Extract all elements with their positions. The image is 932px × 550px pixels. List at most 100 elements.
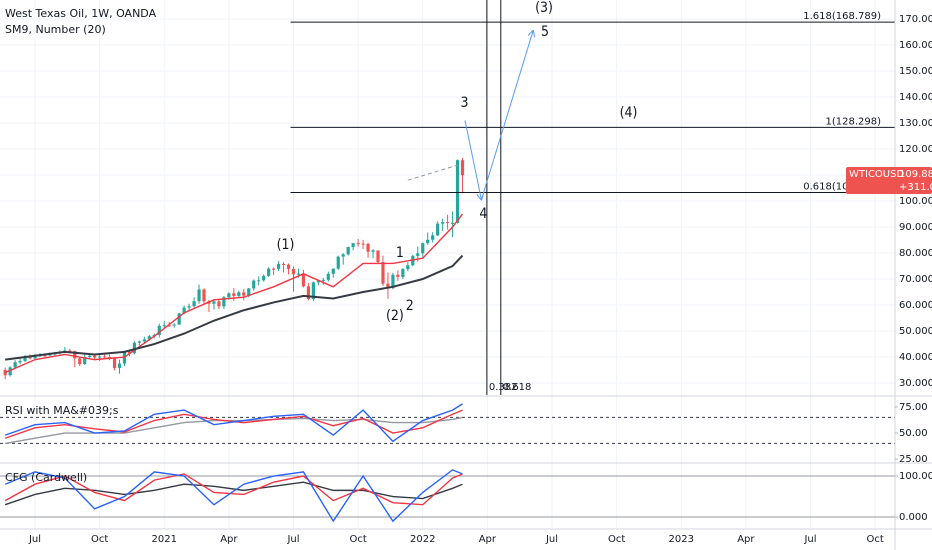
indicator-line: [4, 409, 463, 439]
candle-body: [281, 263, 286, 265]
candle-body: [43, 355, 47, 357]
y-tick-label: 60.000: [899, 300, 932, 311]
candle-body: [157, 325, 161, 335]
candle-body: [436, 223, 440, 236]
x-tick-label: Oct: [608, 534, 625, 545]
candle-body: [421, 243, 425, 254]
candle-body: [13, 362, 17, 368]
y-tick-label: 100.000: [899, 471, 932, 482]
x-tick-label: Oct: [91, 534, 108, 545]
candle-body: [316, 280, 320, 283]
moving-average: [5, 254, 464, 361]
wave-label: 5: [541, 24, 549, 40]
candle-body: [431, 235, 435, 240]
candle-body: [267, 268, 271, 276]
wave-label: 4: [479, 206, 487, 222]
candle-body: [18, 360, 22, 363]
candle-body: [68, 350, 72, 352]
candle-body: [127, 351, 132, 354]
candle-body: [455, 160, 460, 223]
candle-body: [386, 283, 390, 289]
candle-body: [376, 250, 380, 263]
pane-title: CFG (Cardwell): [5, 471, 87, 484]
candle-body: [361, 243, 365, 245]
candle-body: [341, 254, 345, 257]
candle-body: [237, 292, 241, 296]
y-tick-label: 130.000: [899, 118, 932, 129]
candle-body: [366, 243, 370, 252]
time-fib-label: 0.618: [503, 382, 532, 393]
candle-body: [202, 289, 206, 302]
x-tick-label: Jul: [28, 534, 41, 545]
x-tick-label: 2023: [669, 534, 694, 545]
candle-body: [371, 250, 375, 252]
candle-body: [222, 297, 226, 307]
projection-arrow: [464, 120, 481, 199]
fib-label: 0.618(103.269): [803, 182, 881, 193]
indicator-line: [4, 481, 463, 506]
chart-subtitle: SM9, Number (20): [5, 23, 106, 36]
price-value: 109.885: [899, 169, 932, 180]
x-tick-label: Jul: [286, 534, 299, 545]
x-tick-label: 2022: [410, 534, 435, 545]
candle-body: [147, 336, 151, 340]
candle-body: [182, 307, 186, 314]
x-tick-label: Apr: [479, 534, 497, 545]
price-badge: [846, 167, 932, 194]
candle-body: [93, 355, 97, 358]
candle-body: [117, 363, 122, 368]
candle-body: [291, 268, 296, 275]
candle-body: [88, 355, 92, 358]
price-change: +311.06%: [899, 182, 932, 193]
y-tick-label: 170.000: [899, 14, 932, 25]
x-tick-label: Jul: [803, 534, 816, 545]
candle-body: [137, 341, 141, 343]
y-tick-label: 120.000: [899, 144, 932, 155]
candle-body: [450, 222, 455, 224]
y-tick-label: 0.000: [899, 512, 928, 523]
candle-body: [23, 357, 27, 361]
candle-body: [331, 268, 335, 274]
candle-body: [217, 301, 221, 307]
candle-body: [177, 313, 181, 325]
x-tick-label: Jul: [545, 534, 558, 545]
y-tick-label: 140.000: [899, 92, 932, 103]
candle-body: [48, 354, 52, 356]
y-tick-label: 30.000: [899, 378, 932, 389]
candle-body: [172, 324, 176, 326]
y-tick-label: 150.000: [899, 66, 932, 77]
candle-body: [112, 358, 117, 368]
grid: [0, 0, 895, 528]
candle-body: [262, 275, 266, 281]
x-tick-label: Apr: [220, 534, 238, 545]
candle-body: [321, 279, 325, 281]
candle-body: [426, 239, 430, 244]
candle-body: [187, 306, 191, 308]
candle-body: [227, 293, 231, 298]
candle-body: [311, 282, 315, 300]
y-tick-label: 75.00: [899, 402, 928, 413]
candle-body: [83, 357, 87, 365]
y-tick-label: 90.000: [899, 222, 932, 233]
projection-arrow: [480, 31, 533, 200]
candle-body: [286, 264, 291, 269]
candle-body: [445, 222, 450, 224]
wave-label: 3: [460, 95, 468, 111]
candle-body: [406, 265, 410, 270]
x-tick-label: Oct: [866, 534, 883, 545]
candle-body: [78, 358, 82, 365]
candle-body: [162, 325, 166, 327]
y-tick-label: 40.000: [899, 352, 932, 363]
y-tick-label: 50.000: [899, 326, 932, 337]
y-tick-label: 80.000: [899, 248, 932, 259]
wave-label: 2: [406, 298, 414, 314]
plot: 1.618(168.789) 1(128.298) 0.618(103.269) 0.…: [0, 0, 895, 523]
time-fib-label: 0.382: [489, 382, 518, 393]
candle-body: [247, 288, 251, 296]
candle-body: [232, 293, 236, 296]
candle-body: [142, 339, 146, 342]
candle-body: [242, 292, 246, 296]
fib-label: 1.618(168.789): [803, 11, 881, 22]
